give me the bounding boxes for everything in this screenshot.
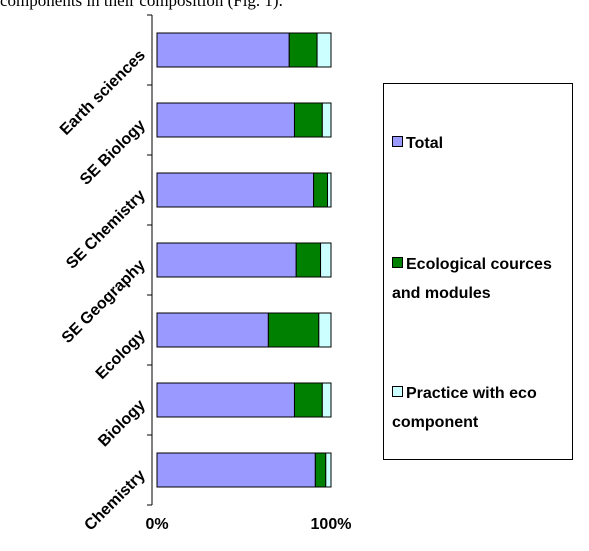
bar-segment bbox=[288, 32, 318, 68]
bar-segment bbox=[327, 172, 332, 208]
bar-segment bbox=[156, 172, 315, 208]
bar-segment bbox=[321, 382, 332, 418]
legend-entry: Ecological cources and modules bbox=[392, 250, 570, 308]
y-tick-label: Biology bbox=[95, 397, 149, 451]
x-tick-label: 0% bbox=[145, 516, 168, 533]
legend-entry: Total bbox=[392, 129, 570, 158]
bar-segment bbox=[295, 242, 322, 278]
bar-segment bbox=[293, 382, 323, 418]
bar-segment bbox=[318, 312, 332, 348]
legend: Total Ecological cources and modules Pract… bbox=[383, 83, 573, 460]
legend-label: Total bbox=[406, 135, 444, 152]
legend-swatch bbox=[392, 257, 403, 268]
legend-swatch bbox=[392, 386, 403, 397]
header-text: components in their composition (Fig. 1)… bbox=[0, 0, 283, 10]
legend-entry: Practice with eco component bbox=[392, 379, 570, 437]
bar-segment bbox=[156, 242, 297, 278]
bar-segment bbox=[325, 452, 332, 488]
y-tick-label: Ecology bbox=[93, 327, 149, 383]
x-tick-label: 100% bbox=[311, 516, 352, 533]
bar-segment bbox=[293, 102, 323, 138]
legend-swatch bbox=[392, 136, 403, 147]
bar-segment bbox=[314, 452, 327, 488]
bar-segment bbox=[156, 312, 269, 348]
bar-segment bbox=[316, 32, 332, 68]
bar-segment bbox=[320, 242, 332, 278]
y-tick-label: SE Biology bbox=[77, 117, 149, 189]
y-tick-label: Chemistry bbox=[81, 467, 148, 534]
legend-label: Practice with eco component bbox=[392, 385, 537, 431]
bar-segment bbox=[156, 452, 316, 488]
bar-segment bbox=[321, 102, 332, 138]
legend-label: Ecological cources and modules bbox=[392, 256, 552, 302]
bar-segment bbox=[313, 172, 329, 208]
bar-segment bbox=[156, 382, 295, 418]
bar-segment bbox=[156, 102, 295, 138]
bar-segment bbox=[267, 312, 320, 348]
bar-segment bbox=[156, 32, 290, 68]
